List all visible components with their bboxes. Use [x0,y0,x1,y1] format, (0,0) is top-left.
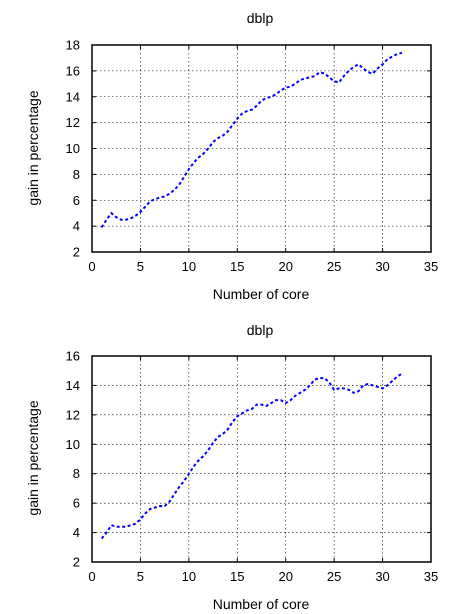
chart-bottom-plot-frame [91,355,432,563]
chart-top-ytick-label: 10 [66,141,80,156]
chart-bottom-title: dblp [247,322,274,338]
chart-top-ytick-label: 8 [73,167,80,182]
chart-top-grid [92,45,431,252]
chart-bottom-ytick-label: 8 [73,466,80,481]
chart-top-series [100,51,403,228]
chart-bottom-xtick-label: 10 [182,569,196,584]
chart-bottom-ytick-label: 16 [66,349,80,364]
chart-top-xtick-label: 30 [375,259,389,274]
chart-bottom-ytick-label: 10 [66,437,80,452]
chart-top-ytick-label: 16 [66,63,80,78]
chart-top-ticks: 0 5 10 15 20 25 30 35 2 4 6 8 10 12 14 16 18 [66,38,439,275]
chart-top-plot-frame [91,44,432,253]
chart-bottom-ytick-label: 2 [73,555,80,570]
chart-bottom-ticks: 0 5 10 15 20 25 30 35 2 4 6 8 10 12 14 16 [66,349,439,585]
chart-top-series-line [100,51,403,228]
chart-bottom-ytick-label: 4 [73,525,80,540]
chart-bottom-xtick-label: 35 [424,569,438,584]
chart-bottom-ytick-label: 12 [66,407,80,422]
chart-top-xtick-label: 10 [182,259,196,274]
chart-bottom: dblp gain in percentage Number of core 0… [25,322,438,612]
chart-top-ylabel: gain in percentage [25,90,41,205]
chart-bottom-ylabel: gain in percentage [25,400,41,515]
chart-bottom-xlabel: Number of core [213,596,310,612]
chart-top-xtick-label: 25 [327,259,341,274]
chart-top-xtick-label: 35 [424,259,438,274]
chart-top-ytick-label: 2 [73,245,80,260]
chart-bottom-xtick-label: 20 [278,569,292,584]
chart-top-ytick-label: 18 [66,38,80,53]
chart-bottom-grid [92,356,431,562]
chart-top-xtick-label: 20 [278,259,292,274]
chart-top-xlabel: Number of core [213,286,310,302]
chart-top: dblp gain in percentage Number of core 0… [25,10,438,302]
chart-bottom-ytick-label: 14 [66,378,80,393]
chart-top-ytick-label: 4 [73,219,80,234]
chart-bottom-xtick-label: 5 [137,569,144,584]
chart-top-title: dblp [247,10,274,26]
chart-bottom-series-line [100,372,403,540]
chart-bottom-xtick-label: 25 [327,569,341,584]
chart-top-ytick-label: 14 [66,89,80,104]
chart-bottom-series [100,372,403,540]
chart-bottom-ytick-label: 6 [73,496,80,511]
chart-bottom-xtick-label: 0 [88,569,95,584]
chart-top-xtick-label: 5 [137,259,144,274]
chart-top-xtick-label: 0 [88,259,95,274]
chart-top-ytick-label: 6 [73,193,80,208]
chart-bottom-xtick-label: 30 [375,569,389,584]
chart-top-xtick-label: 15 [230,259,244,274]
chart-top-ytick-label: 12 [66,115,80,130]
chart-bottom-xtick-label: 15 [230,569,244,584]
